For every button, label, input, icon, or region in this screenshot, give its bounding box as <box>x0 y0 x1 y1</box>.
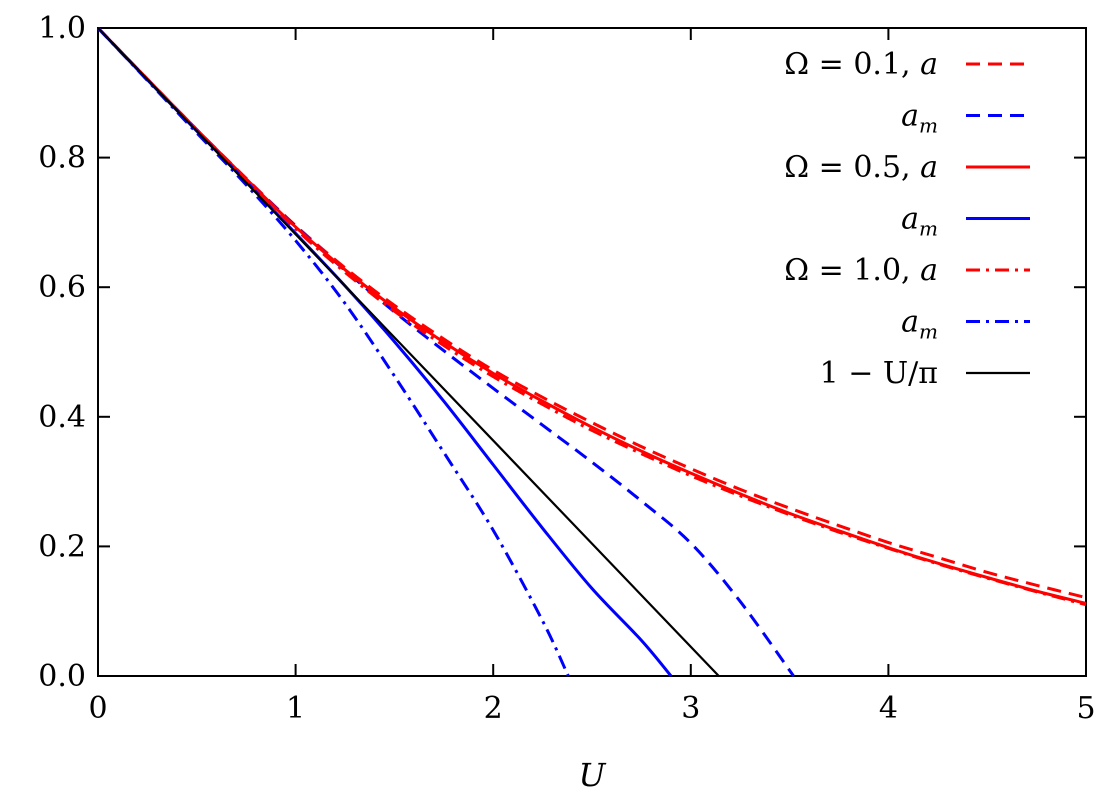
y-tick-label: 0.2 <box>38 529 86 564</box>
legend-label-5: am <box>901 305 938 344</box>
x-tick-label: 5 <box>1076 691 1095 726</box>
series-line-3 <box>96 26 673 677</box>
series-line-0 <box>96 26 1087 600</box>
y-tick-label: 1.0 <box>38 11 86 46</box>
y-tick-label: 0.0 <box>38 659 86 694</box>
x-tick-label: 4 <box>879 691 898 726</box>
tick-marks <box>97 27 1087 677</box>
legend-label-0: Ω = 0.1, a <box>784 47 938 82</box>
legend-label-6: 1 − U/π <box>820 356 938 391</box>
series-line-1 <box>96 26 795 677</box>
x-tick-label: 3 <box>681 691 700 726</box>
series-line-5 <box>96 26 570 677</box>
plot-frame <box>97 27 1087 677</box>
legend-label-1: am <box>901 99 938 138</box>
legend-label-2: Ω = 0.5, a <box>784 150 938 185</box>
x-tick-label: 2 <box>484 691 503 726</box>
x-tick-label: 1 <box>286 691 305 726</box>
y-tick-label: 0.8 <box>38 141 86 176</box>
series-line-6 <box>97 27 720 677</box>
legend: Ω = 0.1, a am Ω = 0.5, a am Ω = 1.0, a am 1 − … <box>784 47 1030 391</box>
x-tick-label: 0 <box>88 691 107 726</box>
x-tick-labels: 0 1 2 3 4 5 <box>88 691 1095 726</box>
y-tick-label: 0.6 <box>38 270 86 305</box>
legend-label-3: am <box>901 202 938 241</box>
y-tick-labels: 0.0 0.2 0.4 0.6 0.8 1.0 <box>38 11 86 694</box>
y-tick-label: 0.4 <box>38 400 86 435</box>
series-line-4 <box>96 26 1087 607</box>
series-group <box>96 26 1087 677</box>
legend-label-4: Ω = 1.0, a <box>784 253 938 288</box>
x-axis-label: U <box>579 756 607 794</box>
